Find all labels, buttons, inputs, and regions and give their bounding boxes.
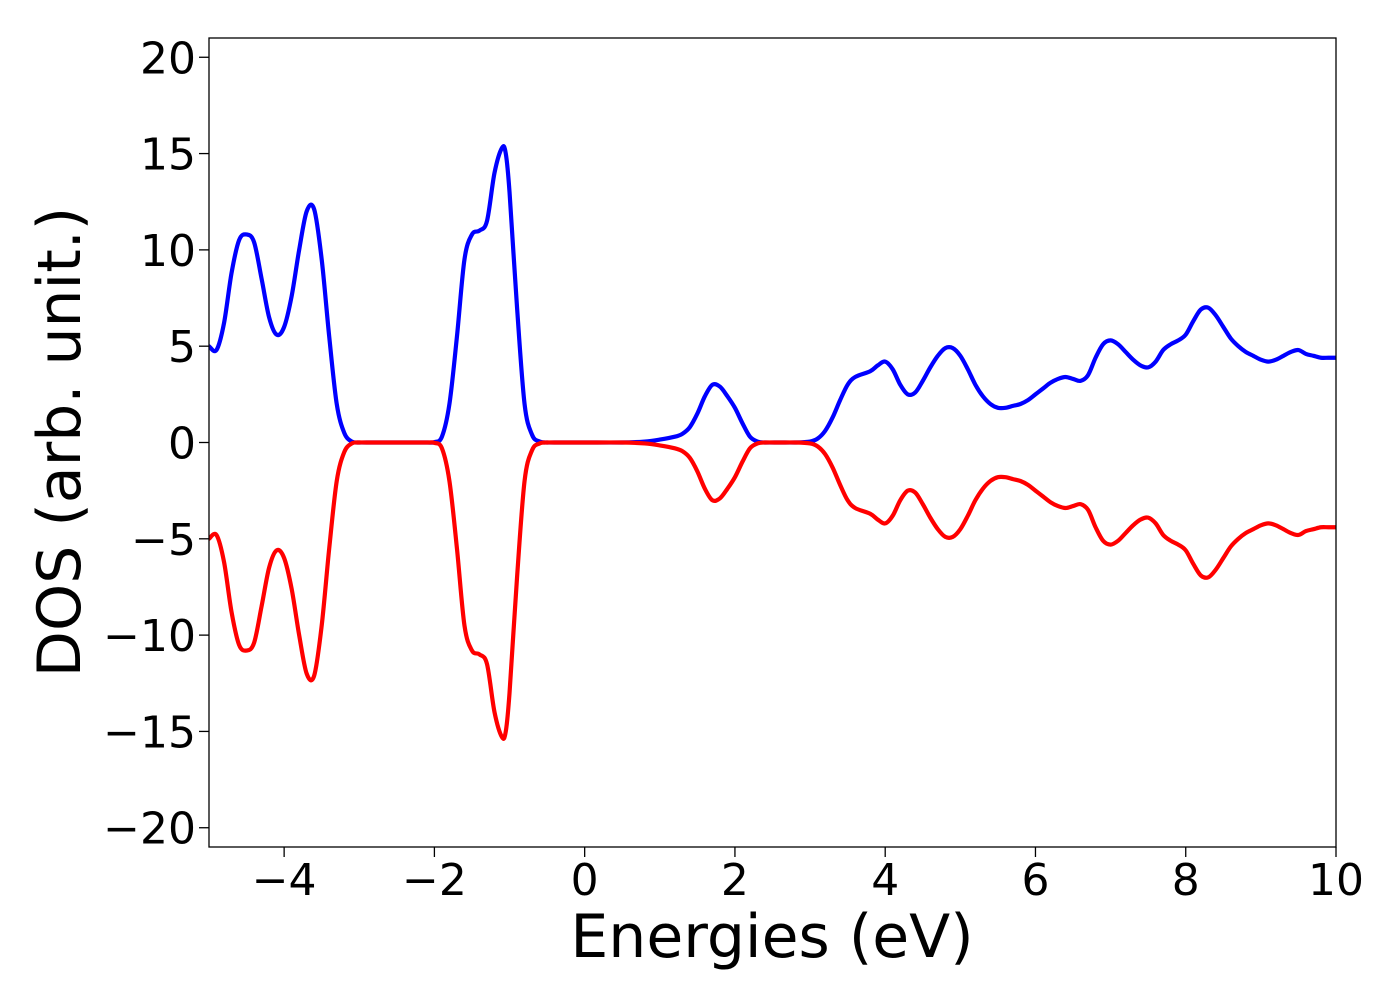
y-tick-label: 10 bbox=[140, 226, 196, 277]
y-tick-label: 15 bbox=[140, 130, 196, 181]
y-axis-ticks: 20 15 10 5 0 −5 −10 −15 −20 bbox=[103, 33, 209, 855]
y-tick-label: 5 bbox=[168, 322, 196, 373]
y-axis-title: DOS (arb. unit.) bbox=[25, 207, 95, 677]
x-tick-label: 6 bbox=[1021, 855, 1049, 906]
x-tick-label: 0 bbox=[571, 855, 599, 906]
y-tick-label: −15 bbox=[103, 707, 196, 758]
x-tick-label: 2 bbox=[721, 855, 749, 906]
x-tick-label: 8 bbox=[1172, 855, 1200, 906]
x-axis-title: Energies (eV) bbox=[570, 902, 973, 972]
y-tick-label: 20 bbox=[140, 33, 196, 84]
y-tick-label: −20 bbox=[103, 804, 196, 855]
y-tick-label: 0 bbox=[168, 419, 196, 470]
y-tick-label: −10 bbox=[103, 611, 196, 662]
x-axis-ticks: −4 −2 0 2 4 6 8 10 bbox=[252, 847, 1364, 906]
x-tick-label: 4 bbox=[871, 855, 899, 906]
x-tick-label: −4 bbox=[252, 855, 317, 906]
series-layer bbox=[209, 144, 1336, 741]
spin-down-line bbox=[209, 440, 1336, 741]
x-tick-label: 10 bbox=[1308, 855, 1364, 906]
y-tick-label: −5 bbox=[131, 515, 196, 566]
x-tick-label: −2 bbox=[402, 855, 467, 906]
